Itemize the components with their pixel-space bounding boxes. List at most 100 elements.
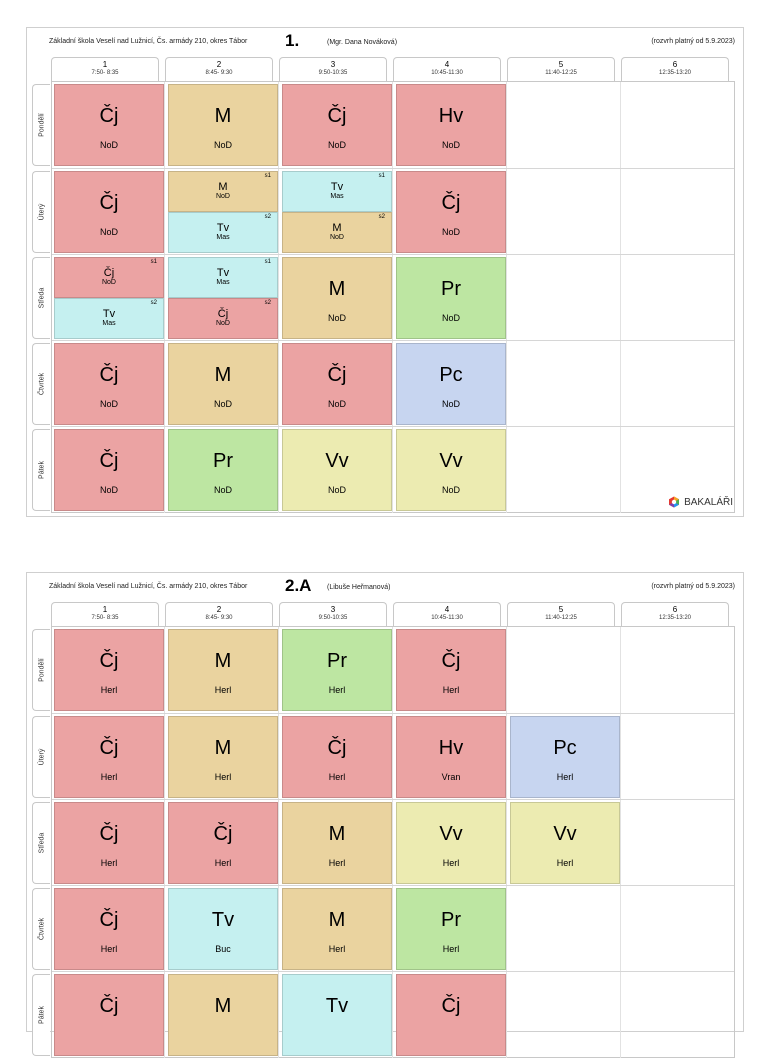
group-label: s1 [264,259,271,265]
subject-abbr: M [218,181,228,193]
lesson-cell: Vv Herl [510,802,620,884]
subject-abbr: Vv [553,823,577,845]
column-divider [278,886,279,972]
lesson-card: Hv NoD [396,84,506,166]
teacher-abbr: NoD [327,399,346,409]
teacher-abbr: Herl [100,858,118,868]
subject-abbr: Čj [99,995,119,1017]
lesson-cell: Čj Herl [54,888,164,970]
period-number: 6 [672,605,678,614]
period-header-5: 5 11:40-12:25 [507,602,615,626]
subject-abbr: M [332,222,342,234]
column-divider [620,255,621,341]
column-divider [620,341,621,427]
subject-abbr: Vv [439,450,463,472]
lesson-card: s1 Tv Mas [168,257,278,298]
lesson-card: Čj Herl [54,629,164,711]
teacher-abbr: Herl [442,944,460,954]
period-time: 9:50-10:35 [318,615,348,621]
teacher-abbr: Herl [214,685,232,695]
lesson-card: Tv Buc [168,888,278,970]
lesson-cell: Pc NoD [396,343,506,425]
period-time: 12:35-13:20 [658,70,692,76]
period-time: 11:40-12:25 [545,70,577,76]
teacher-abbr: NoD [215,193,230,200]
valid-from: (rozvrh platný od 5.9.2023) [651,583,735,590]
subject-abbr: Tv [216,222,230,234]
teacher-abbr: Herl [100,685,118,695]
subject-abbr: Tv [211,909,235,931]
group-label: s2 [150,300,157,306]
period-header-2: 2 8:45- 9:30 [165,602,273,626]
lesson-card: Pr NoD [168,429,278,511]
lesson-card: Pr Herl [396,888,506,970]
period-time: 10:45-11:30 [431,615,463,621]
period-time: 11:40-12:25 [545,615,577,621]
lesson-card: s2 Čj NoD [168,298,278,339]
lesson-card: Pr NoD [396,257,506,339]
day-label: Středa [38,832,45,854]
teacher-abbr: NoD [99,399,118,409]
column-divider [392,972,393,1058]
day-label-tab: Pondělí [32,629,50,711]
subject-abbr: Čj [441,995,461,1017]
column-divider [278,800,279,886]
school-name: Základní škola Veselí nad Lužnicí, Čs. a… [49,583,248,590]
group-label: s2 [264,214,271,220]
lesson-card: Čj NoD [54,84,164,166]
day-row: Čtvrtek Čj Herl Tv Buc M Herl Pr Herl [32,885,734,972]
column-divider [278,427,279,513]
lesson-card: Čj Herl [54,716,164,798]
subject-abbr: Čj [213,823,233,845]
subject-abbr: Čj [99,650,119,672]
subject-abbr: M [328,823,346,845]
day-label: Čtvrtek [38,372,45,396]
period-header-4: 4 10:45-11:30 [393,57,501,81]
teacher-abbr: Herl [100,944,118,954]
column-divider [278,255,279,341]
column-divider [620,627,621,713]
lesson-card: M NoD [282,257,392,339]
lesson-cell: Tv [282,974,392,1056]
lesson-card: Čj NoD [396,171,506,253]
day-row: Čtvrtek Čj NoD M NoD Čj NoD Pc NoD [32,340,734,427]
column-divider [506,341,507,427]
lesson-card: M Herl [168,629,278,711]
column-divider [392,255,393,341]
column-divider [164,255,165,341]
column-divider [392,627,393,713]
day-row: Úterý Čj Herl M Herl Čj Herl Hv Vran Pc Herl [32,713,734,800]
subject-abbr: Pc [553,737,577,759]
column-divider [506,255,507,341]
teacher-abbr: NoD [441,313,460,323]
day-label-tab: Pondělí [32,84,50,166]
lesson-card: M Herl [282,888,392,970]
column-divider [278,714,279,800]
subject-abbr: Čj [99,105,119,127]
lesson-card: Čj NoD [54,171,164,253]
lesson-card: Čj Herl [54,888,164,970]
lesson-cell: Pr NoD [396,257,506,339]
teacher-abbr: NoD [441,399,460,409]
class-teacher: (Libuše Heřmanová) [327,584,391,591]
lesson-cell: Čj Herl [54,802,164,884]
column-divider [392,82,393,168]
teacher-abbr: NoD [441,485,460,495]
period-number: 4 [444,60,450,69]
lesson-cell: Čj NoD [396,171,506,253]
lesson-cell: M Herl [282,802,392,884]
lesson-card: Čj NoD [282,84,392,166]
bakalari-logo: BAKALÁŘI [668,496,733,508]
lesson-cell: s1 Čj NoD s2 Tv Mas [54,257,164,339]
lesson-card: Pc Herl [510,716,620,798]
lesson-card: M Herl [282,802,392,884]
period-time: 12:35-13:20 [658,615,692,621]
subject-abbr: Pr [441,909,461,931]
day-label-tab: Úterý [32,716,50,798]
column-divider [164,886,165,972]
lesson-card: Čj NoD [54,343,164,425]
lesson-cell: Čj NoD [282,343,392,425]
timetable-class-1: Základní škola Veselí nad Lužnicí, Čs. a… [26,27,744,517]
teacher-abbr: NoD [101,279,116,286]
day-row: Pátek Čj NoD Pr NoD Vv NoD Vv NoD [32,426,734,513]
